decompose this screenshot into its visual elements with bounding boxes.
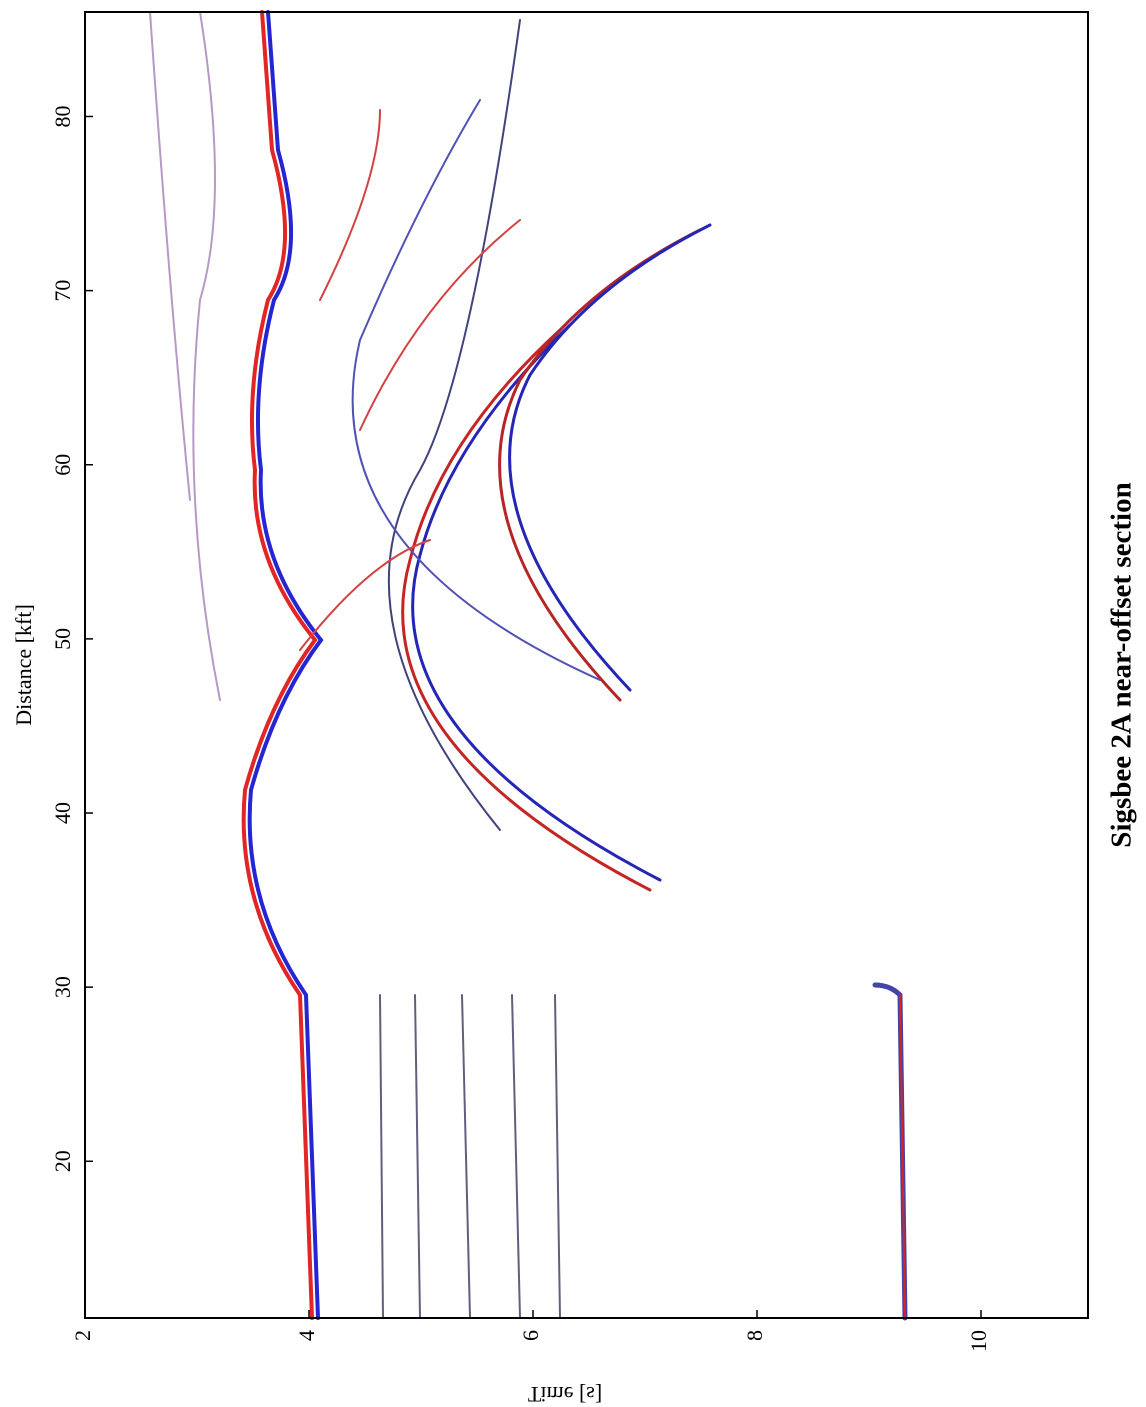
reflector bbox=[380, 995, 560, 1318]
diffraction bbox=[403, 330, 650, 890]
diffraction bbox=[500, 230, 700, 700]
chart-title: Sigsbee 2A near-offset section bbox=[1106, 482, 1138, 847]
y-tick-label: 60 bbox=[50, 454, 75, 476]
diffraction bbox=[413, 325, 660, 880]
y-axis-label: Distance [kft] bbox=[11, 604, 36, 726]
x-tick-label: 10 bbox=[966, 1330, 991, 1352]
y-tick-label: 40 bbox=[50, 802, 75, 824]
y-tick-label: 50 bbox=[50, 628, 75, 650]
x-tick-label: 2 bbox=[70, 1330, 95, 1341]
y-tick-label: 80 bbox=[50, 105, 75, 127]
plot-frame bbox=[85, 12, 1088, 1318]
figure: 2 4 6 8 10 20 30 40 50 60 70 80 Time [s] Distance [… bbox=[0, 0, 1146, 1407]
y-tick-label: 20 bbox=[50, 1150, 75, 1172]
reflector bbox=[150, 12, 220, 700]
seismic-image bbox=[150, 12, 905, 1318]
y-tick-label: 70 bbox=[50, 280, 75, 302]
diffraction bbox=[300, 110, 520, 650]
x-tick-label: 6 bbox=[518, 1330, 543, 1341]
x-tick-label: 4 bbox=[294, 1330, 319, 1341]
axes: 2 4 6 8 10 20 30 40 50 60 70 80 bbox=[50, 105, 991, 1352]
x-axis-label: Time [s] bbox=[528, 1382, 602, 1407]
y-tick-label: 30 bbox=[50, 976, 75, 998]
x-tick-label: 8 bbox=[742, 1330, 767, 1341]
diffraction bbox=[510, 225, 710, 690]
diffraction bbox=[389, 20, 520, 830]
